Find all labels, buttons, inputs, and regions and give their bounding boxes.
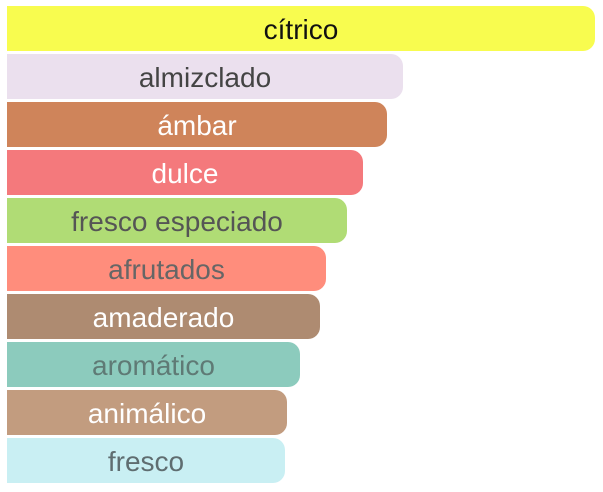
bar-label-9: fresco (107, 445, 185, 477)
bar-6[interactable]: amaderado (7, 294, 320, 339)
bar-4[interactable]: fresco especiado (7, 198, 347, 243)
bar-label-7: aromático (92, 349, 215, 381)
bar-label-0: cítrico (263, 13, 339, 45)
bar-label-6: amaderado (92, 301, 235, 333)
bar-2[interactable]: ámbar (7, 102, 387, 147)
bar-0[interactable]: cítrico (7, 6, 595, 51)
bar-label-3: dulce (151, 157, 219, 189)
bar-label-2: ámbar (157, 109, 237, 141)
bar-label-5: afrutados (108, 253, 225, 285)
bar-3[interactable]: dulce (7, 150, 363, 195)
bar-9[interactable]: fresco (7, 438, 285, 483)
bar-1[interactable]: almizclado (7, 54, 403, 99)
bar-5[interactable]: afrutados (7, 246, 326, 291)
bar-label-1: almizclado (138, 61, 272, 93)
bar-7[interactable]: aromático (7, 342, 300, 387)
bar-label-4: fresco especiado (71, 205, 283, 237)
bar-label-8: animálico (87, 397, 207, 429)
bar-8[interactable]: animálico (7, 390, 287, 435)
